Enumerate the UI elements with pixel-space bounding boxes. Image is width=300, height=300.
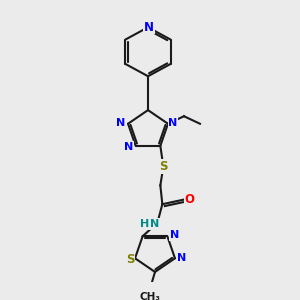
Text: CH₃: CH₃ bbox=[140, 292, 160, 300]
Text: N: N bbox=[170, 230, 179, 240]
Text: N: N bbox=[116, 118, 126, 128]
Text: N: N bbox=[124, 142, 133, 152]
Text: S: S bbox=[159, 160, 168, 173]
Text: O: O bbox=[184, 193, 194, 206]
Text: N: N bbox=[168, 118, 178, 128]
Text: S: S bbox=[126, 253, 134, 266]
Text: N: N bbox=[144, 21, 154, 34]
Text: H: H bbox=[140, 219, 149, 229]
Text: N: N bbox=[150, 219, 159, 229]
Text: N: N bbox=[177, 253, 187, 263]
